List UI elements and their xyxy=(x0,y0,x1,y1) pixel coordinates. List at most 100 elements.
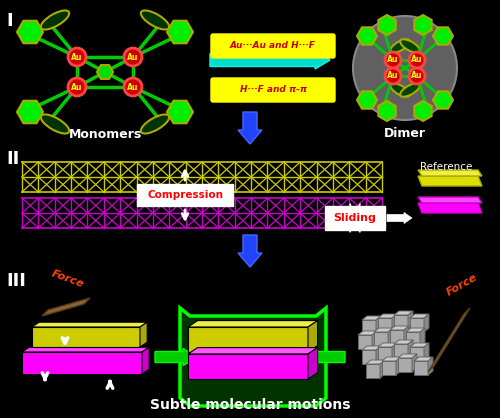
Polygon shape xyxy=(392,314,397,332)
Circle shape xyxy=(385,52,401,68)
FancyBboxPatch shape xyxy=(137,184,233,206)
Polygon shape xyxy=(392,343,397,361)
Polygon shape xyxy=(358,335,372,349)
Text: Au: Au xyxy=(412,56,422,64)
Polygon shape xyxy=(372,331,377,349)
Polygon shape xyxy=(17,21,43,43)
Polygon shape xyxy=(142,347,149,374)
Polygon shape xyxy=(140,322,147,347)
Polygon shape xyxy=(388,328,393,346)
Polygon shape xyxy=(32,327,140,347)
Polygon shape xyxy=(380,360,385,378)
Text: Au: Au xyxy=(388,56,398,64)
Text: Reference: Reference xyxy=(420,162,472,172)
Circle shape xyxy=(385,68,401,84)
Polygon shape xyxy=(424,314,429,332)
Text: III: III xyxy=(6,272,26,290)
Text: Au: Au xyxy=(412,71,422,81)
Ellipse shape xyxy=(400,39,420,53)
Polygon shape xyxy=(406,328,425,332)
Polygon shape xyxy=(433,92,453,109)
Polygon shape xyxy=(412,354,417,372)
Text: Force: Force xyxy=(50,269,86,290)
Polygon shape xyxy=(42,298,90,316)
Polygon shape xyxy=(418,197,482,203)
FancyBboxPatch shape xyxy=(211,78,335,102)
Polygon shape xyxy=(398,354,417,358)
Polygon shape xyxy=(32,322,147,327)
Polygon shape xyxy=(376,316,381,334)
Polygon shape xyxy=(358,331,377,335)
Ellipse shape xyxy=(141,10,169,30)
Polygon shape xyxy=(408,311,413,329)
Polygon shape xyxy=(410,318,424,332)
Polygon shape xyxy=(167,21,193,43)
Polygon shape xyxy=(398,358,412,372)
Polygon shape xyxy=(357,27,377,45)
FancyBboxPatch shape xyxy=(325,206,385,230)
Circle shape xyxy=(68,78,86,96)
Ellipse shape xyxy=(41,10,69,30)
Text: Au: Au xyxy=(388,71,398,81)
Circle shape xyxy=(124,48,142,66)
Polygon shape xyxy=(418,176,482,186)
Polygon shape xyxy=(410,343,429,347)
Polygon shape xyxy=(376,346,381,364)
Polygon shape xyxy=(22,347,149,352)
Text: Au: Au xyxy=(128,53,138,61)
Polygon shape xyxy=(414,15,432,35)
Polygon shape xyxy=(366,364,380,378)
Polygon shape xyxy=(308,321,318,352)
Polygon shape xyxy=(394,344,408,358)
Ellipse shape xyxy=(141,115,169,133)
Polygon shape xyxy=(378,347,392,361)
Polygon shape xyxy=(22,352,142,374)
Polygon shape xyxy=(378,314,397,318)
Text: Au···Au and H···F: Au···Au and H···F xyxy=(230,41,316,51)
Text: Sliding: Sliding xyxy=(334,213,376,223)
Polygon shape xyxy=(382,357,401,361)
Polygon shape xyxy=(97,65,113,79)
Text: Compression: Compression xyxy=(147,190,223,200)
FancyArrow shape xyxy=(303,349,345,365)
Polygon shape xyxy=(406,332,420,346)
Polygon shape xyxy=(414,357,433,361)
Polygon shape xyxy=(382,361,396,375)
Text: Au: Au xyxy=(128,82,138,92)
Circle shape xyxy=(409,52,425,68)
Polygon shape xyxy=(362,316,381,320)
Ellipse shape xyxy=(390,39,410,53)
Polygon shape xyxy=(374,328,393,332)
Polygon shape xyxy=(414,361,428,375)
Polygon shape xyxy=(378,101,396,121)
Polygon shape xyxy=(390,326,409,330)
Polygon shape xyxy=(428,308,470,372)
Polygon shape xyxy=(394,340,413,344)
Polygon shape xyxy=(378,343,397,347)
Text: I: I xyxy=(6,12,12,30)
Polygon shape xyxy=(167,101,193,123)
Polygon shape xyxy=(433,27,453,45)
Polygon shape xyxy=(188,354,308,379)
Polygon shape xyxy=(188,327,308,352)
Polygon shape xyxy=(418,203,482,213)
Circle shape xyxy=(409,68,425,84)
Text: Subtle molecular motions: Subtle molecular motions xyxy=(150,398,350,412)
Polygon shape xyxy=(410,314,429,318)
Polygon shape xyxy=(390,330,404,344)
Circle shape xyxy=(68,48,86,66)
FancyArrow shape xyxy=(210,51,330,69)
Ellipse shape xyxy=(400,83,420,97)
Polygon shape xyxy=(394,315,408,329)
Polygon shape xyxy=(374,332,388,346)
Polygon shape xyxy=(308,348,318,379)
Polygon shape xyxy=(188,321,318,327)
Polygon shape xyxy=(410,347,424,361)
Polygon shape xyxy=(408,340,413,358)
Polygon shape xyxy=(362,350,376,364)
Polygon shape xyxy=(394,311,413,315)
Text: Au: Au xyxy=(72,82,83,92)
FancyArrow shape xyxy=(238,112,262,144)
Circle shape xyxy=(353,16,457,120)
Ellipse shape xyxy=(41,115,69,133)
